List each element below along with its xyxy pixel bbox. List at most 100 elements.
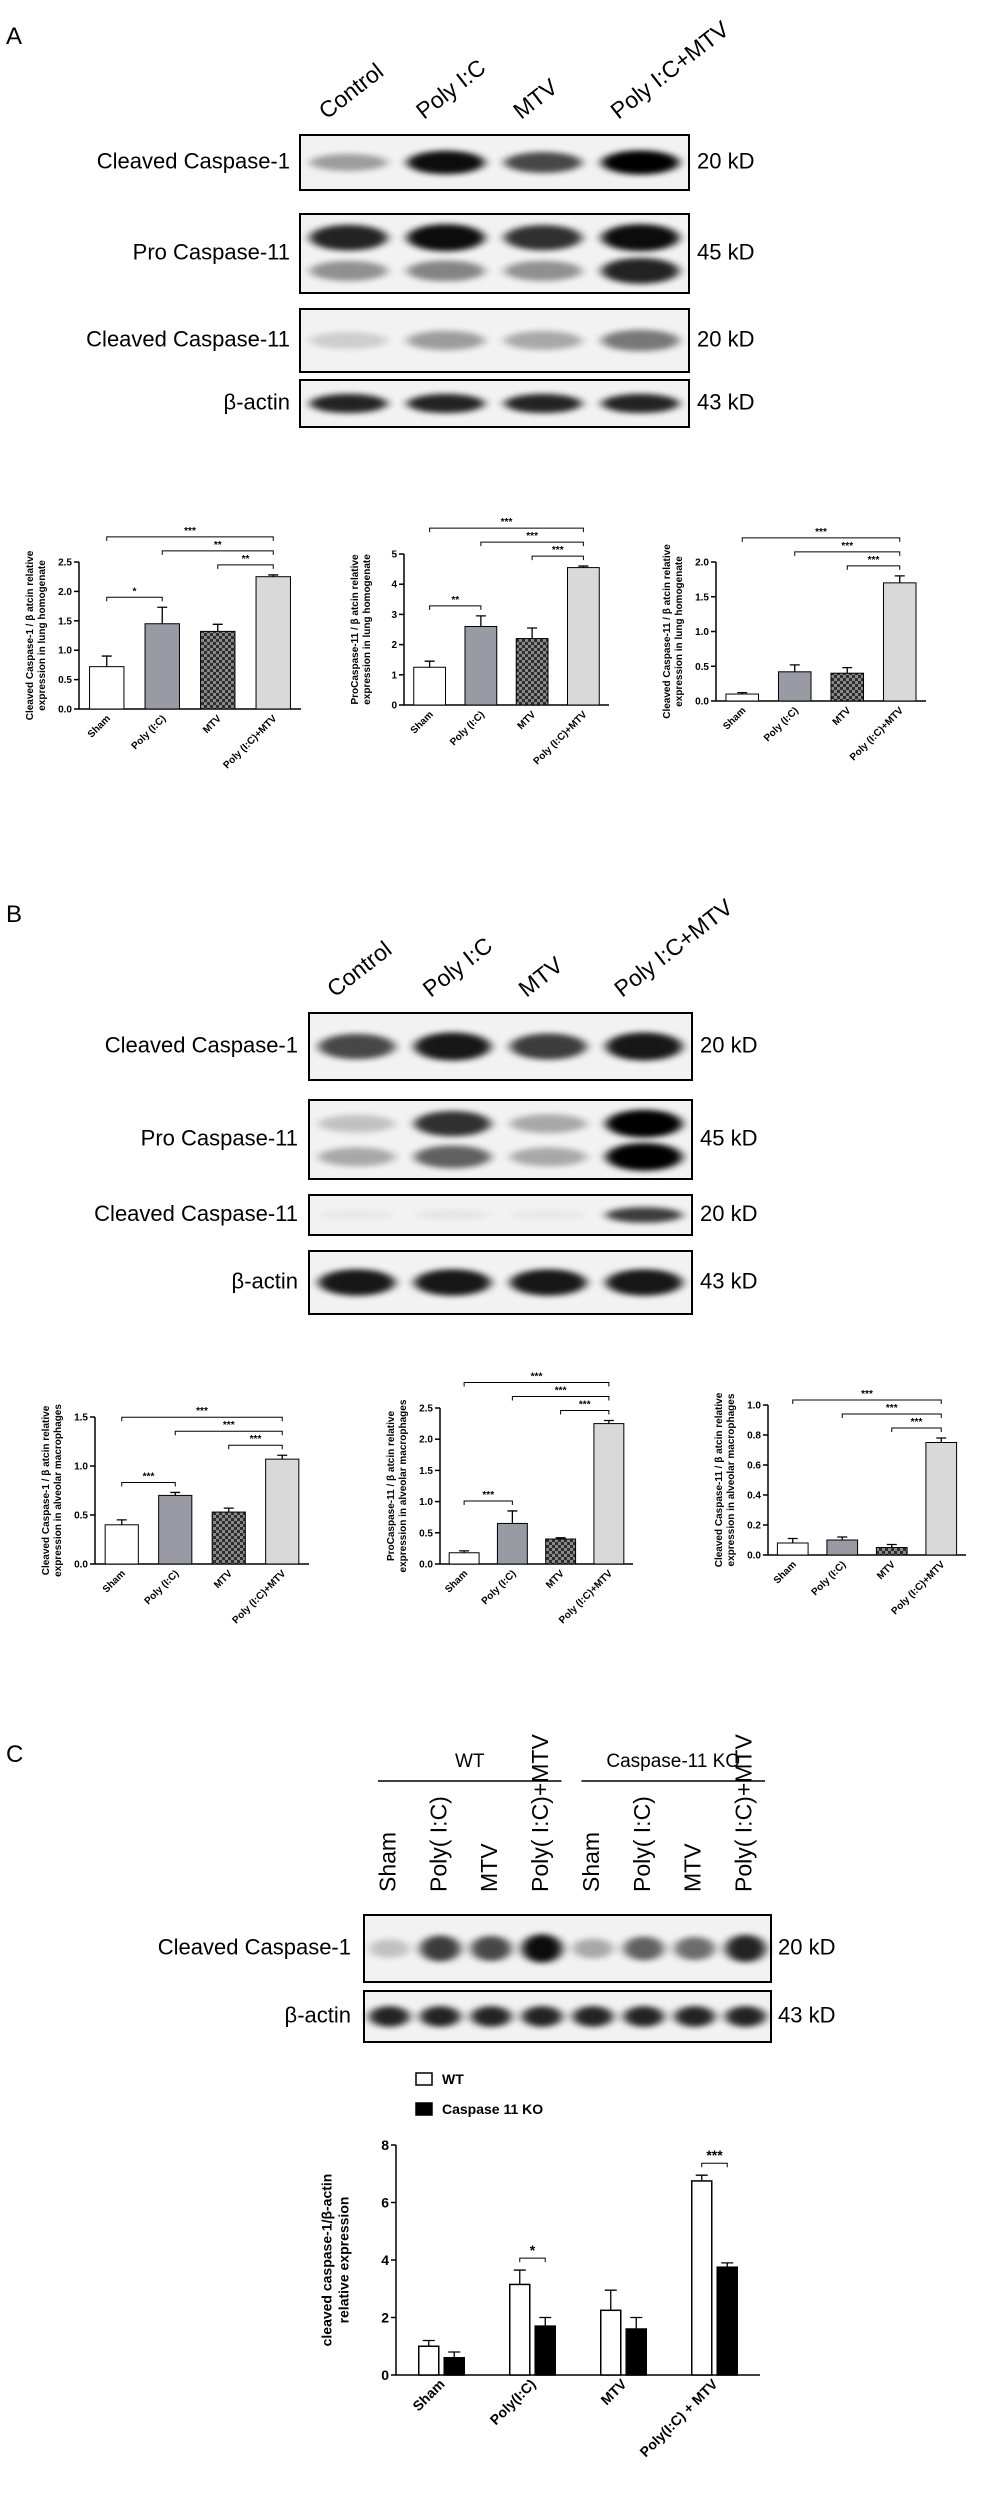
y-axis-label: expression in alveolar macrophages [726,1393,737,1566]
y-tick-label: 0.5 [58,675,72,686]
x-tick-label: Poly (I:C)+MTV [889,1559,947,1617]
lane-label: Sham [374,1832,400,1892]
significance-bracket [560,1409,610,1415]
band [406,393,485,414]
significance-label: *** [911,1417,923,1428]
band [510,1147,587,1167]
bar [593,1423,625,1565]
y-tick-label: 1.0 [58,646,72,657]
y-tick-label: 2.0 [58,587,72,598]
band [725,1934,766,1963]
y-tick-label: 5 [391,550,397,561]
significance-bracket [792,1399,942,1404]
lane-label: MTV [680,1843,706,1892]
band [504,260,583,281]
error-bar [539,2316,552,2327]
y-tick-label: 2.0 [695,558,709,569]
bar [464,625,498,706]
y-axis-label: relative expression [335,2197,351,2324]
bar [211,1511,246,1565]
band [309,260,388,281]
bar [509,2283,531,2376]
significance-bracket [121,1416,283,1422]
error-bar [737,692,748,695]
bar [600,2309,622,2376]
significance-label: *** [868,555,880,566]
band [318,1269,396,1296]
significance-bracket [429,527,584,533]
significance-label: *** [861,1389,873,1400]
y-axis-label: expression in alveolar macrophages [53,1404,64,1577]
bar [566,567,600,706]
bar [413,666,447,706]
band [605,1207,683,1223]
band [414,1210,491,1220]
y-tick-label: 2 [381,2309,389,2325]
lane-label: Poly I:C+MTV [609,893,738,1002]
x-tick-label: MTV [516,709,539,732]
y-axis-label: ProCaspase-11 / β atcin relative [350,554,361,705]
row-label: β-actin [232,1268,298,1293]
bar [418,2345,440,2376]
y-tick-label: 0.0 [747,1551,761,1562]
band [318,1210,396,1220]
bar [89,666,125,710]
row-label: Pro Caspase-11 [141,1125,298,1150]
bar [545,1538,577,1565]
lane-label: MTV [476,1843,502,1892]
significance-label: ** [242,554,250,565]
significance-bracket [701,2162,728,2168]
significance-bracket [217,564,274,569]
row-label: Cleaved Caspase-1 [97,148,290,173]
significance-bracket [846,565,901,570]
lane-label: Poly I:C+MTV [605,15,734,124]
group-label: WT [455,1751,485,1772]
band [725,2006,766,2027]
y-tick-label: 0.0 [695,697,709,708]
band [674,1936,716,1961]
bar [515,638,549,706]
x-tick-label: Poly (I:C)+MTV [848,705,906,763]
significance-bracket [891,1427,942,1432]
band [601,224,680,252]
x-tick-label: MTV [875,1559,898,1582]
y-tick-label: 2.5 [58,558,72,569]
y-axis-label: cleaved caspase-1/β-actin [319,2174,335,2347]
x-tick-label: Poly(I:C) + MTV [636,2375,721,2460]
y-tick-label: 0.5 [695,662,709,673]
error-bar [513,2269,526,2285]
lane-label: Poly( I:C)+MTV [731,1734,757,1892]
y-axis-label: expression in alveolar macrophages [398,1399,409,1572]
y-tick-label: 1 [391,670,397,681]
significance-label: ** [214,540,222,551]
error-bar [170,1491,181,1496]
significance-bracket [519,2257,546,2263]
band [318,1033,396,1060]
band-size: 20 kD [697,148,754,173]
bar [777,671,812,702]
band [406,150,485,175]
lane-label: Control [322,936,396,1002]
significance-bracket [429,605,482,610]
error-bar [604,2289,617,2311]
error-bar [212,623,223,632]
band [414,1269,491,1296]
y-tick-label: 1.5 [74,1413,88,1424]
bar [875,1547,908,1556]
x-tick-label: MTV [831,705,854,728]
error-bar [527,627,538,639]
y-tick-label: 0.0 [58,705,72,716]
y-tick-label: 1.5 [58,616,72,627]
bar [830,672,865,702]
band [605,1269,683,1296]
lane-label: Poly( I:C) [425,1796,451,1892]
panel-label: C [6,1741,23,1768]
band [504,225,583,251]
band-size: 43 kD [697,389,754,414]
y-tick-label: 1.0 [747,1401,761,1412]
x-tick-label: Sham [772,1559,799,1586]
y-tick-label: 2.0 [419,1435,433,1446]
y-tick-label: 0.0 [419,1560,433,1571]
significance-bracket [794,551,901,556]
